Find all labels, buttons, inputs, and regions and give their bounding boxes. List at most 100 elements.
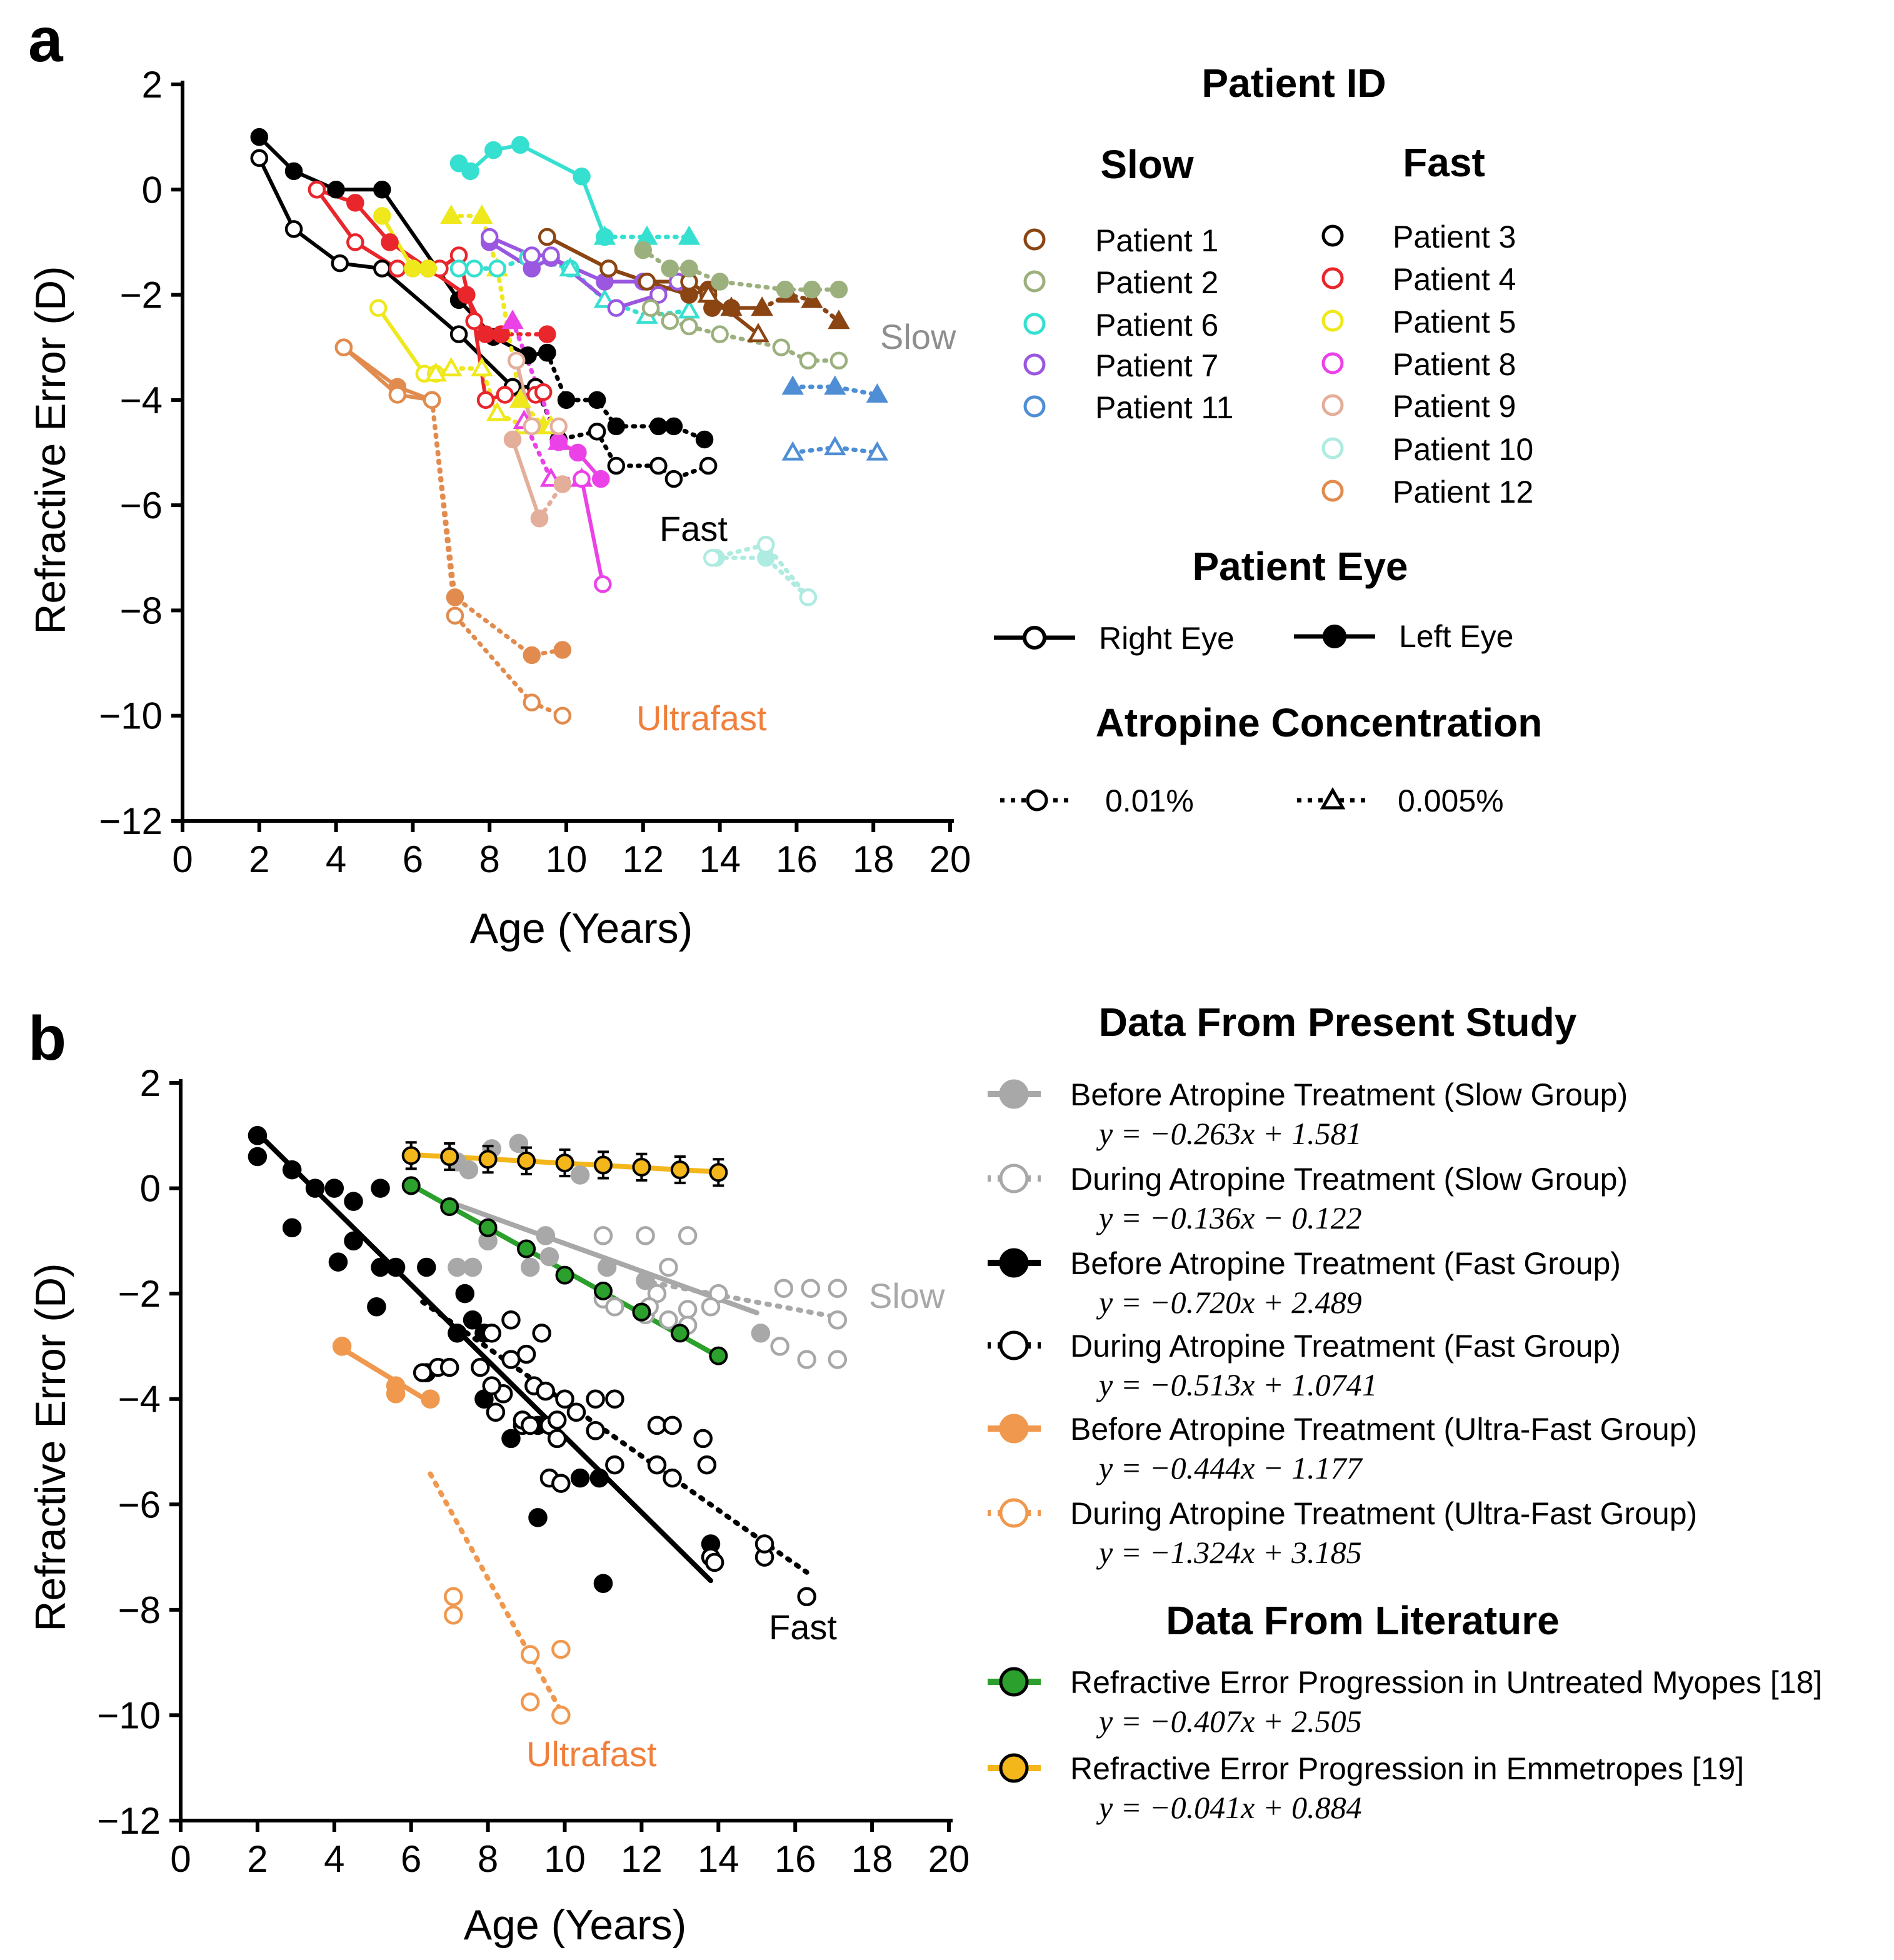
panel-a-data-point bbox=[480, 228, 499, 246]
panel-a-x-tick-label: 20 bbox=[929, 838, 971, 880]
panel-a-data-point bbox=[496, 386, 514, 404]
legend-b-item-equation: y = −0.513x + 1.0741 bbox=[1096, 1367, 1378, 1402]
panel-a-data-point bbox=[346, 233, 364, 251]
panel-a-data-point bbox=[801, 288, 823, 308]
panel-b-data-point bbox=[636, 1226, 655, 1245]
panel-b-data-point bbox=[305, 1179, 325, 1198]
panel-a-data-point bbox=[476, 391, 495, 410]
right-eye-marker bbox=[1023, 626, 1046, 650]
panel-b-data-point bbox=[659, 1257, 678, 1277]
conc-0005-marker bbox=[1320, 787, 1346, 810]
panel-b-x-tick-label: 4 bbox=[324, 1838, 344, 1880]
panel-a-x-tick-label: 8 bbox=[479, 838, 500, 880]
panel-b-literature-point bbox=[478, 1150, 498, 1169]
panel-b-data-point bbox=[444, 1587, 463, 1607]
panel-a-data-point bbox=[446, 588, 464, 606]
legend-fast-item: Patient 5 bbox=[1393, 304, 1516, 339]
legend-b-item-label: Before Atropine Treatment (Ultra-Fast Gr… bbox=[1070, 1412, 1697, 1447]
legend-lit-item-label: Refractive Error Progression in Emmetrop… bbox=[1070, 1751, 1744, 1786]
panel-a-data-point bbox=[588, 423, 606, 441]
panel-b-data-point bbox=[282, 1160, 302, 1180]
panel-a-data-point bbox=[509, 388, 531, 408]
panel-a-data-point bbox=[649, 456, 668, 475]
legend-b-item-label: Before Atropine Treatment (Fast Group) bbox=[1070, 1246, 1621, 1281]
panel-a-data-point bbox=[678, 225, 701, 245]
panel-a-y-tick-label: −10 bbox=[99, 695, 163, 737]
panel-a-data-point bbox=[772, 338, 791, 356]
panel-b-data-point bbox=[701, 1297, 721, 1317]
panel-a-x-tick-label: 12 bbox=[622, 838, 664, 880]
legend-slow-heading: Slow bbox=[1100, 142, 1194, 187]
legend-b-item-label: Before Atropine Treatment (Slow Group) bbox=[1070, 1077, 1628, 1112]
panel-b-data-point bbox=[501, 1310, 521, 1330]
panel-a-y-tick-label: −2 bbox=[120, 274, 163, 316]
panel-a-data-point bbox=[465, 312, 483, 330]
panel-b-literature-point bbox=[593, 1155, 613, 1175]
panel-a-data-point bbox=[486, 401, 509, 421]
panel-b-literature-point bbox=[440, 1197, 459, 1217]
panel-a-data-point bbox=[471, 357, 493, 376]
panel-a-data-point bbox=[538, 325, 556, 343]
legend-b-marker bbox=[999, 1498, 1029, 1528]
panel-b-data-point bbox=[589, 1468, 609, 1488]
panel-b-data-point bbox=[593, 1574, 613, 1593]
panel-b-data-point bbox=[520, 1645, 540, 1664]
panel-b-y-tick-label: −2 bbox=[118, 1273, 161, 1315]
panel-b-y-tick-label: −8 bbox=[118, 1589, 161, 1631]
panel-b-x-tick-label: 0 bbox=[170, 1838, 191, 1880]
panel-a-data-point bbox=[573, 470, 591, 488]
legend-fast-marker bbox=[1321, 224, 1344, 247]
panel-a-x-tick-label: 14 bbox=[699, 838, 741, 880]
panel-a-ultrafast-annotation: Ultrafast bbox=[636, 698, 767, 738]
panel-b-data-point bbox=[248, 1147, 268, 1167]
panel-a-data-point bbox=[523, 246, 541, 264]
legend-fast-marker bbox=[1321, 394, 1344, 416]
panel-b-x-tick-label: 14 bbox=[698, 1838, 739, 1880]
panel-a-data-point bbox=[346, 194, 364, 212]
legend-slow-marker bbox=[1023, 228, 1046, 251]
legend-b-item-equation: y = −0.444x − 1.177 bbox=[1096, 1450, 1363, 1485]
legend-conc-001: 0.01% bbox=[1000, 783, 1194, 818]
panel-b-data-point bbox=[636, 1270, 655, 1290]
panel-a-series-line bbox=[376, 306, 438, 376]
panel-a-data-point bbox=[641, 299, 660, 317]
panel-b-data-point bbox=[597, 1257, 617, 1277]
panel-b-data-point bbox=[754, 1534, 774, 1554]
panel-a-data-point bbox=[542, 246, 560, 264]
legend-slow-marker bbox=[1023, 313, 1046, 335]
panel-b-data-point bbox=[501, 1350, 521, 1369]
panel-a-data-point bbox=[284, 162, 303, 181]
panel-a-data-point bbox=[829, 280, 848, 299]
panel-a-y-tick-label: 0 bbox=[142, 169, 163, 211]
legend-fast-item: Patient 10 bbox=[1393, 432, 1533, 467]
panel-b-data-point bbox=[482, 1376, 501, 1395]
panel-b-data-point bbox=[647, 1415, 667, 1435]
legend-present-study-title: Data From Present Study bbox=[1099, 1000, 1577, 1045]
panel-a-x-tick-label: 18 bbox=[853, 838, 894, 880]
panel-a-data-point bbox=[553, 706, 572, 725]
legend-b-item-equation: y = −0.263x + 1.581 bbox=[1096, 1116, 1362, 1151]
legend-fast-marker bbox=[1321, 309, 1344, 332]
panel-a-x-tick-label: 0 bbox=[172, 838, 193, 880]
panel-a-data-point bbox=[534, 383, 553, 401]
legend-slow-list: Patient 1 Patient 2 Patient 6 Patient 7 Pati… bbox=[1023, 223, 1233, 425]
panel-a-data-point bbox=[465, 259, 483, 278]
legend-fast-item: Patient 9 bbox=[1393, 389, 1516, 424]
panel-a-data-point bbox=[373, 207, 391, 225]
legend-conc-001-label: 0.01% bbox=[1105, 783, 1194, 818]
panel-b-data-point bbox=[547, 1410, 567, 1430]
panel-a-data-point bbox=[449, 325, 468, 343]
panel-a-series bbox=[250, 128, 889, 725]
panel-b-y-tick-label: 0 bbox=[140, 1168, 161, 1210]
legend-fast-item: Patient 12 bbox=[1393, 475, 1533, 510]
panel-a-data-point bbox=[593, 225, 616, 245]
panel-b-data-point bbox=[501, 1429, 521, 1449]
panel-a-data-point bbox=[388, 386, 407, 404]
panel-b-data-point bbox=[386, 1384, 406, 1404]
panel-a-data-point bbox=[381, 233, 399, 251]
panel-a-data-point bbox=[308, 181, 326, 199]
panel-b-data-point bbox=[459, 1160, 479, 1180]
panel-b-data-point bbox=[413, 1363, 433, 1382]
panel-b-data-point bbox=[774, 1279, 794, 1298]
